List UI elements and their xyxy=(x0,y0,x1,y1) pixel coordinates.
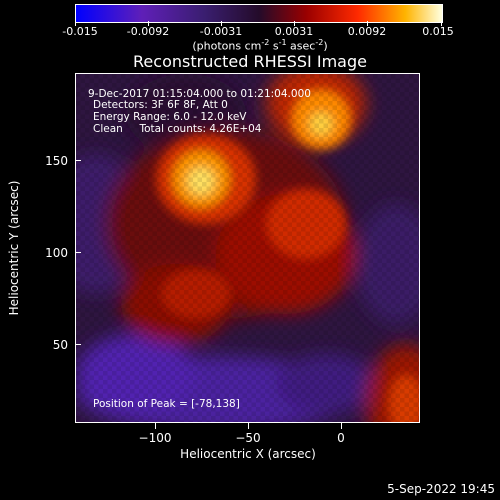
y-tick-label: 150 xyxy=(45,154,68,168)
rhessi-image xyxy=(76,74,419,422)
peak-position-text: Position of Peak = [-78,138] xyxy=(93,398,240,410)
x-axis-tick xyxy=(155,423,156,429)
x-axis-tick xyxy=(341,423,342,429)
colorbar-tick xyxy=(148,21,149,26)
colorbar-tick-label: -0.0092 xyxy=(126,25,170,38)
colorbar-tick xyxy=(441,21,442,26)
x-tick-label: 0 xyxy=(337,431,345,445)
y-axis-title: Heliocentric Y (arcsec) xyxy=(7,180,21,316)
colorbar-tick-label: 0.0031 xyxy=(274,25,314,38)
colorbar-tick xyxy=(367,21,368,26)
colorbar-tick-label: 0.015 xyxy=(422,25,454,38)
colorbar-tick-label: 0.0092 xyxy=(347,25,387,38)
y-tick-label: 50 xyxy=(52,338,68,352)
energy-range-text: Energy Range: 6.0 - 12.0 keV xyxy=(93,111,247,123)
x-axis-tick xyxy=(248,423,249,429)
x-tick-label: −50 xyxy=(235,431,261,445)
colorbar-tick xyxy=(75,21,76,26)
detectors-text: Detectors: 3F 6F 8F, Att 0 xyxy=(93,99,228,111)
image-plot: 9-Dec-2017 01:15:04.000 to 01:21:04.000 … xyxy=(75,73,420,423)
colorbar-tick-label: -0.0031 xyxy=(199,25,243,38)
colorbar-tick-label: -0.015 xyxy=(62,25,98,38)
x-axis-title: Heliocentric X (arcsec) xyxy=(180,447,316,461)
colorbar-unit-label: (photons cm-2 s-1 asec-2) xyxy=(192,38,328,53)
colorbar xyxy=(75,4,443,23)
x-tick-label: −100 xyxy=(138,431,172,445)
algorithm-counts-text: Clean Total counts: 4.26E+04 xyxy=(93,123,262,135)
y-axis-tick xyxy=(75,252,81,253)
observation-time-text: 9-Dec-2017 01:15:04.000 to 01:21:04.000 xyxy=(88,88,311,100)
image-title: Reconstructed RHESSI Image xyxy=(133,52,367,71)
y-axis-tick xyxy=(75,344,81,345)
y-axis-tick xyxy=(75,160,81,161)
colorbar-tick xyxy=(221,21,222,26)
colorbar-tick xyxy=(294,21,295,26)
footer-timestamp: 5-Sep-2022 19:45 xyxy=(387,482,495,496)
y-tick-label: 100 xyxy=(45,246,68,260)
